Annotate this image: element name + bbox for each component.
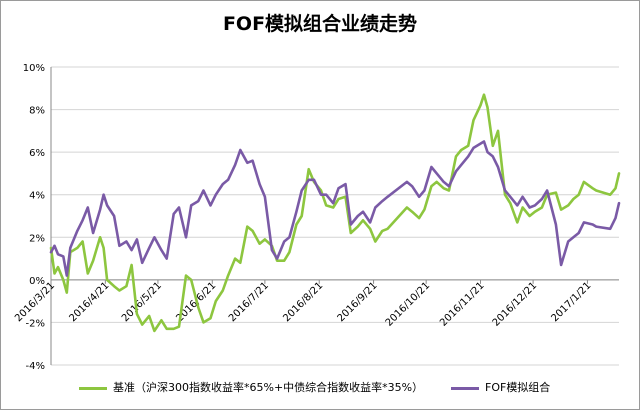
x-tick-label: 2016/10/21 (384, 280, 433, 329)
legend-label-fof: FOF模拟组合 (485, 381, 551, 394)
y-tick-label: 8% (29, 106, 45, 117)
series-line-benchmark (49, 93, 621, 333)
y-tick-label: -4% (26, 361, 45, 372)
legend: 基准（沪深300指数收益率*65%+中债综合指数收益率*35%） FOF模拟组合 (79, 379, 619, 397)
chart-title: FOF模拟组合业绩走势 (222, 13, 418, 35)
y-tick-label: 0% (29, 276, 45, 287)
series-line-fof (49, 140, 621, 277)
legend-item-benchmark: 基准（沪深300指数收益率*65%+中债综合指数收益率*35%） (79, 379, 423, 395)
x-tick-label: 2016/7/21 (227, 280, 271, 324)
x-tick-label: 2016/8/21 (281, 280, 325, 324)
x-tick-label: 2016/4/21 (67, 280, 111, 324)
x-tick-label: 2016/9/21 (336, 280, 380, 324)
y-tick-label: -2% (26, 318, 45, 329)
x-tick-label: 2017/1/21 (550, 280, 594, 324)
y-tick-label: 6% (29, 148, 45, 159)
x-tick-label: 2016/11/21 (438, 280, 487, 329)
y-tick-label: 2% (29, 233, 45, 244)
legend-label-benchmark: 基准（沪深300指数收益率*65%+中债综合指数收益率*35%） (113, 381, 424, 394)
x-tick-label: 2016/12/21 (491, 280, 540, 329)
legend-item-fof: FOF模拟组合 (451, 379, 550, 395)
y-tick-label: 10% (23, 63, 45, 74)
legend-swatch-fof (451, 386, 479, 390)
legend-swatch-benchmark (79, 386, 107, 390)
y-tick-label: 4% (29, 191, 45, 202)
